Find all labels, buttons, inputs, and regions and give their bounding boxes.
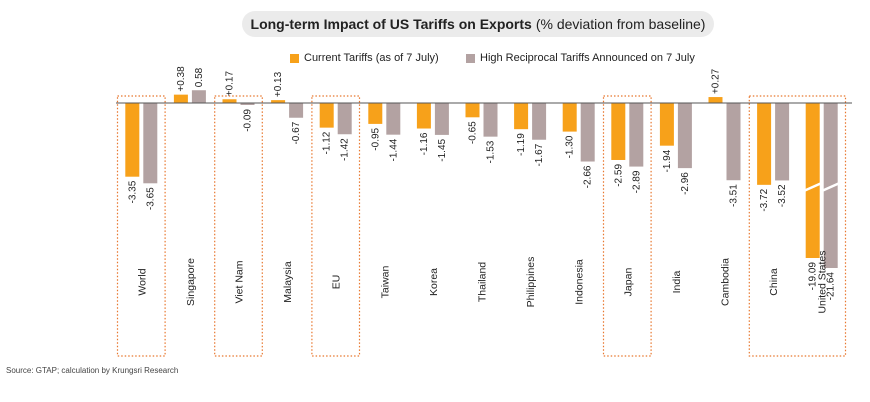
value-label-thailand-s1: -0.65 [468,121,479,144]
bar-japan-s2 [629,103,644,167]
value-label-united-states-s2: -21.64 [826,272,837,301]
bar-taiwan-s2 [386,103,401,135]
value-label-eu-s1: -1.12 [322,131,333,154]
value-label-japan-s1: -2.59 [613,164,624,187]
value-label-indonesia-s2: -2.66 [583,165,594,188]
legend-swatch-current [290,53,299,63]
highlight-box-eu [311,95,361,357]
category-label-singapore: Singapore [185,258,197,306]
legend-item-current: Current Tariffs (as of 7 July) [290,52,439,64]
bar-thailand-s1 [465,103,480,118]
axis-break-mark-s2 [821,181,841,193]
value-label-malaysia-s1: +0.13 [273,71,284,97]
value-label-taiwan-s1: -0.95 [370,127,381,150]
value-label-indonesia-s1: -1.30 [565,135,576,158]
bar-philippines-s2 [532,103,547,140]
value-label-viet-nam-s2: -0.09 [243,109,254,132]
value-label-united-states-s1: -19.09 [808,262,819,291]
value-label-cambodia-s2: -3.51 [729,184,740,207]
value-label-world-s2: -3.65 [145,187,156,210]
legend-label-current: Current Tariffs (as of 7 July) [304,52,439,64]
bar-singapore-s2 [191,90,206,103]
bar-taiwan-s1 [368,103,383,124]
chart-title-rest: (% deviation from baseline) [535,16,706,32]
highlight-box-world [116,95,166,357]
bar-cambodia-s2 [726,103,741,181]
category-label-thailand: Thailand [477,262,489,302]
value-label-cambodia-s1: +0.27 [711,68,722,94]
category-label-china: China [768,268,780,296]
bar-cambodia-s1 [708,97,723,103]
bar-viet-nam-s2 [240,103,255,105]
bar-indonesia-s2 [580,103,595,162]
category-label-philippines: Philippines [525,257,537,308]
value-label-thailand-s2: -1.53 [486,140,497,163]
bar-united-states-s2 [823,103,838,268]
category-label-korea: Korea [428,268,440,296]
chart-title-bold: Long-term Impact of US Tariffs on Export… [250,16,532,32]
bar-japan-s1 [611,103,626,160]
bar-eu-s2 [337,103,352,135]
bar-korea-s2 [434,103,449,135]
axis-break-mark-s1 [803,181,823,193]
bar-malaysia-s2 [289,103,304,118]
value-label-china-s1: -3.72 [759,188,770,211]
bar-philippines-s1 [514,103,529,130]
highlight-box-japan [602,95,652,357]
bar-india-s1 [659,103,674,146]
value-label-taiwan-s2: -1.44 [388,138,399,161]
value-label-korea-s1: -1.16 [419,132,430,155]
value-label-india-s2: -2.96 [680,172,691,195]
value-label-singapore-s1: +0.38 [176,66,187,92]
category-label-malaysia: Malaysia [282,261,294,303]
source-note: Source: GTAP; calculation by Krungsri Re… [6,366,179,375]
value-label-japan-s2: -2.89 [631,170,642,193]
category-label-viet-nam: Viet Nam [234,260,246,303]
legend-label-high: High Reciprocal Tariffs Announced on 7 J… [480,52,695,64]
category-label-united-states: United States [817,250,829,313]
bar-india-s2 [677,103,692,169]
value-label-viet-nam-s1: +0.17 [225,71,236,97]
highlight-box-china [748,95,847,357]
bar-thailand-s2 [483,103,498,137]
bar-china-s1 [757,103,772,185]
value-label-philippines-s1: -1.19 [516,133,527,156]
legend-item-high: High Reciprocal Tariffs Announced on 7 J… [466,52,695,64]
bar-eu-s1 [319,103,334,128]
category-label-cambodia: Cambodia [720,258,732,306]
value-label-world-s1: -3.35 [127,180,138,203]
value-label-india-s1: -1.94 [662,149,673,172]
value-label-singapore-s2: 0.58 [194,67,205,87]
bar-united-states-s1 [805,103,820,258]
bar-malaysia-s1 [271,100,286,103]
category-label-world: World [136,268,148,295]
legend-swatch-high [466,53,475,63]
highlight-box-viet-nam [214,95,263,357]
category-label-eu: EU [331,275,343,290]
bar-singapore-s1 [173,94,188,103]
chart-title: Long-term Impact of US Tariffs on Export… [242,11,714,37]
category-label-india: India [671,270,683,293]
bar-korea-s1 [416,103,431,129]
value-label-eu-s2: -1.42 [340,138,351,161]
value-label-malaysia-s2: -0.67 [291,121,302,144]
bar-indonesia-s1 [562,103,577,132]
bar-world-s2 [143,103,158,184]
value-label-philippines-s2: -1.67 [534,143,545,166]
bar-china-s2 [775,103,790,181]
category-label-indonesia: Indonesia [574,259,586,305]
value-label-china-s2: -3.52 [777,184,788,207]
category-label-japan: Japan [622,268,634,297]
bar-viet-nam-s1 [222,99,237,103]
value-label-korea-s2: -1.45 [437,138,448,161]
bar-world-s1 [125,103,140,177]
category-label-taiwan: Taiwan [379,265,391,298]
